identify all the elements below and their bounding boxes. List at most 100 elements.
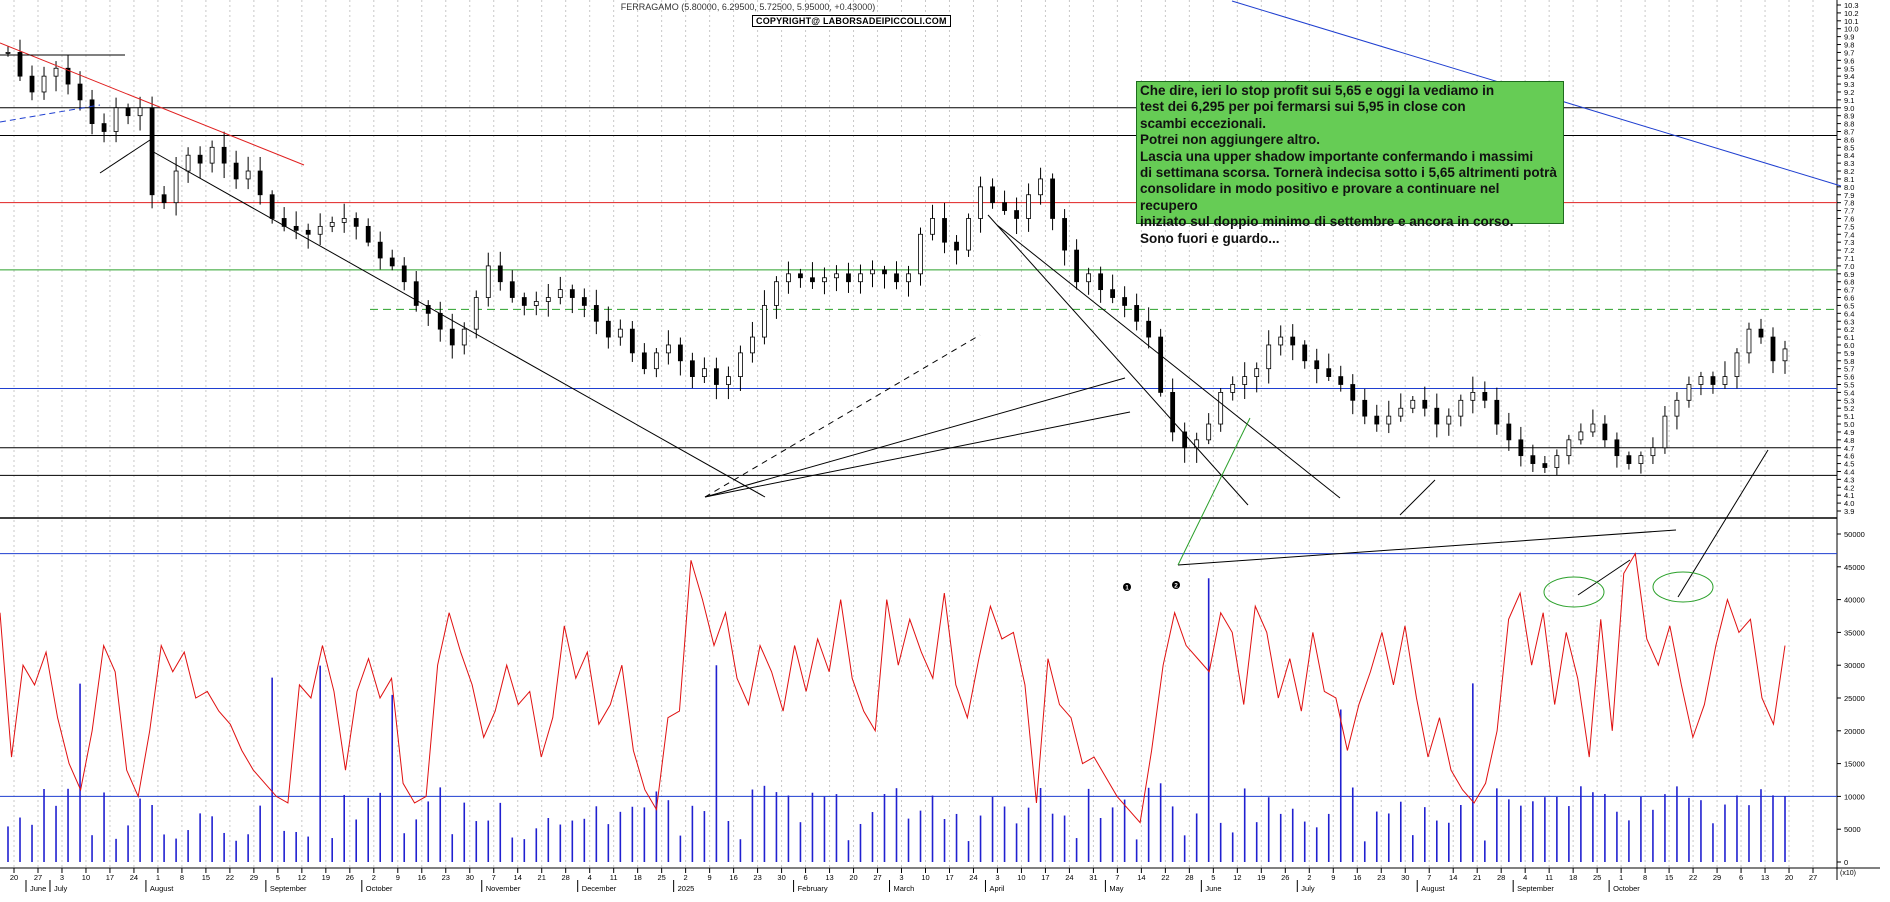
price-tick-label: 5.6 [1844,373,1854,382]
candle-body [882,269,887,275]
candle-body [413,281,419,306]
candle-body [1074,249,1080,283]
x-tick-label: 28 [1185,873,1193,882]
price-tick-label: 9.2 [1844,88,1854,97]
candle-body [942,218,947,243]
candle-body [1278,336,1284,346]
trend-line [987,214,1249,506]
x-month-label: June [30,884,46,893]
price-tick-label: 8.6 [1844,135,1854,144]
candle-body [713,368,719,385]
ticker-header: FERRAGAMO (5.80000, 6.29500, 5.72500, 5.… [620,2,876,12]
candle-body [497,265,503,283]
candle-body [1602,423,1608,441]
x-tick-label: 22 [226,873,234,882]
candle-body [1110,289,1116,298]
candle-body [509,281,515,298]
x-tick-label: 9 [396,873,400,882]
x-tick-label: 4 [588,873,592,882]
x-tick-label: 7 [1427,873,1431,882]
x-tick-label: 8 [1643,873,1647,882]
candle-body [1062,218,1067,251]
candle-body [894,273,899,283]
candle-body [1254,368,1260,377]
x-tick-label: 16 [1353,873,1361,882]
price-tick-label: 6.4 [1844,309,1854,318]
x-tick-label: 28 [1497,873,1505,882]
candle-body [846,273,851,283]
candle-body [185,154,191,172]
price-tick-label: 6.5 [1844,301,1854,310]
x-tick-label: 23 [442,873,450,882]
analysis-note: Che dire, ieri lo stop profit sui 5,65 e… [1136,81,1564,246]
candle-body [293,225,299,231]
candle-body [1230,384,1236,393]
x-month-label: May [1109,884,1123,893]
price-tick-label: 10.0 [1844,25,1859,34]
x-tick-label: 25 [657,873,665,882]
price-tick-label: 4.0 [1844,499,1854,508]
candle-body [1674,399,1680,417]
x-tick-label: 30 [466,873,474,882]
price-tick-label: 8.8 [1844,120,1854,129]
candle-body [1170,392,1176,433]
candle-body [389,257,395,267]
candle-body [197,154,203,164]
candle-body [1338,376,1344,385]
price-tick-label: 7.6 [1844,214,1854,223]
x-tick-label: 17 [1041,873,1049,882]
price-tick-label: 4.1 [1844,491,1854,500]
x-tick-label: 29 [250,873,258,882]
candle-body [1122,297,1128,306]
x-tick-label: 23 [1377,873,1385,882]
candle-body [329,222,335,227]
candle-body [1458,399,1464,417]
x-month-label: December [582,884,617,893]
candle-body [1770,336,1776,362]
candle-body [966,218,971,251]
x-tick-label: 2 [1307,873,1311,882]
trend-line [1177,417,1251,566]
x-tick-label: 26 [346,873,354,882]
candle-body [1242,376,1248,385]
price-tick-label: 6.6 [1844,294,1854,303]
x-tick-label: 5 [276,873,280,882]
candle-body [1626,455,1632,464]
candle-body [629,328,635,354]
x-tick-label: 19 [322,873,330,882]
candle-body [1554,455,1560,468]
x-tick-label: 18 [633,873,641,882]
candle-body [101,123,107,132]
x-tick-label: 14 [1137,873,1145,882]
price-tick-label: 7.3 [1844,238,1854,247]
x-tick-label: 11 [610,873,618,882]
candle-body [1266,344,1272,370]
price-tick-label: 8.1 [1844,175,1854,184]
candle-body [834,273,839,279]
candle-body [113,107,119,132]
candle-body [473,297,479,330]
candle-body [1410,399,1416,409]
candle-body [557,289,563,298]
price-tick-label: 7.4 [1844,230,1854,239]
candle-body [798,273,803,279]
price-tick-label: 6.0 [1844,341,1854,350]
x-tick-label: 23 [753,873,761,882]
trend-line [0,42,305,166]
x-tick-label: 30 [777,873,785,882]
candle-body [1530,455,1536,464]
trend-line [0,104,101,123]
x-tick-label: 9 [1331,873,1335,882]
trend-line [996,224,1341,499]
candle-body [1578,431,1584,441]
candle-body [401,265,407,283]
x-tick-label: 22 [1161,873,1169,882]
price-tick-label: 9.4 [1844,72,1854,81]
x-month-label: June [1205,884,1221,893]
x-tick-label: 1 [156,873,160,882]
price-tick-label: 10.1 [1844,17,1859,26]
candle-body [906,273,911,283]
candle-body [1686,384,1692,401]
volume-tick-label: 45000 [1844,563,1865,572]
